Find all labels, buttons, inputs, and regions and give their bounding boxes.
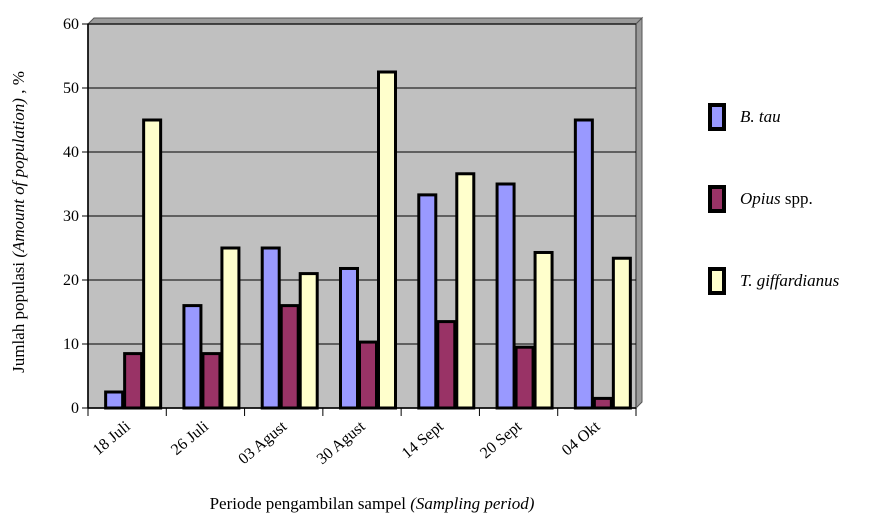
bar (436, 320, 457, 410)
x-tick-label: 04 Okt (559, 418, 604, 460)
y-axis-label-italic: (Amount of population) (9, 98, 28, 258)
x-tick-label: 20 Sept (477, 418, 525, 463)
legend-item-opius: Opius spp. (708, 182, 813, 216)
bar (358, 340, 378, 410)
legend-item-t-giffardianus: T. giffardianus (708, 264, 839, 298)
bar (377, 70, 397, 410)
y-tick-label: 10 (63, 336, 79, 353)
legend-swatch-b-tau (708, 103, 726, 131)
bar (495, 182, 516, 410)
x-tick-label: 30 Agust (314, 418, 369, 468)
bar (260, 246, 281, 410)
y-axis-label: Jumlah populasi (Amount of population) ,… (9, 71, 28, 373)
x-axis-label: Periode pengambilan sampel (Sampling per… (210, 494, 535, 513)
bar (182, 304, 203, 410)
legend-label-b-tau: B. tau (740, 107, 781, 126)
y-tick-label: 20 (63, 272, 79, 289)
bar (339, 266, 359, 410)
legend-swatch-opius (708, 185, 726, 213)
bar (123, 352, 144, 410)
bar (220, 246, 241, 410)
x-tick-label: 14 Sept (399, 418, 447, 463)
bar (417, 193, 438, 410)
bar (533, 250, 554, 410)
legend-swatch-t-giffardianus (708, 267, 726, 295)
bar (514, 345, 535, 410)
y-axis-label-unit: , % (9, 71, 28, 94)
x-tick-label: 18 Juli (90, 418, 134, 459)
plot-top-wall (86, 17, 644, 25)
legend-label-t-giffardianus: T. giffardianus (740, 271, 840, 290)
bar (592, 396, 613, 410)
y-axis-label-main: Jumlah populasi (9, 262, 28, 373)
y-tick-label: 30 (63, 208, 79, 225)
bars (104, 70, 632, 410)
bar (298, 272, 319, 410)
legend-item-b-tau: B. tau (708, 100, 781, 134)
bar (573, 118, 594, 410)
y-tick-label: 60 (63, 16, 79, 33)
legend-label-opius: Opius spp. (740, 189, 813, 208)
bar (611, 256, 632, 410)
y-tick-label: 0 (71, 400, 79, 417)
plot-right-wall (635, 16, 643, 410)
bar (142, 118, 163, 410)
y-tick-label: 50 (63, 80, 79, 97)
bar (104, 390, 125, 410)
x-axis-label-italic: (Sampling period) (410, 494, 535, 513)
y-tick-label: 40 (63, 144, 79, 161)
x-axis-label-main: Periode pengambilan sampel (210, 494, 407, 513)
x-tick-label: 26 Juli (168, 418, 212, 459)
bar (455, 172, 476, 410)
bar (201, 352, 222, 410)
x-tick-label: 03 Agust (235, 418, 290, 468)
bar (279, 304, 300, 410)
